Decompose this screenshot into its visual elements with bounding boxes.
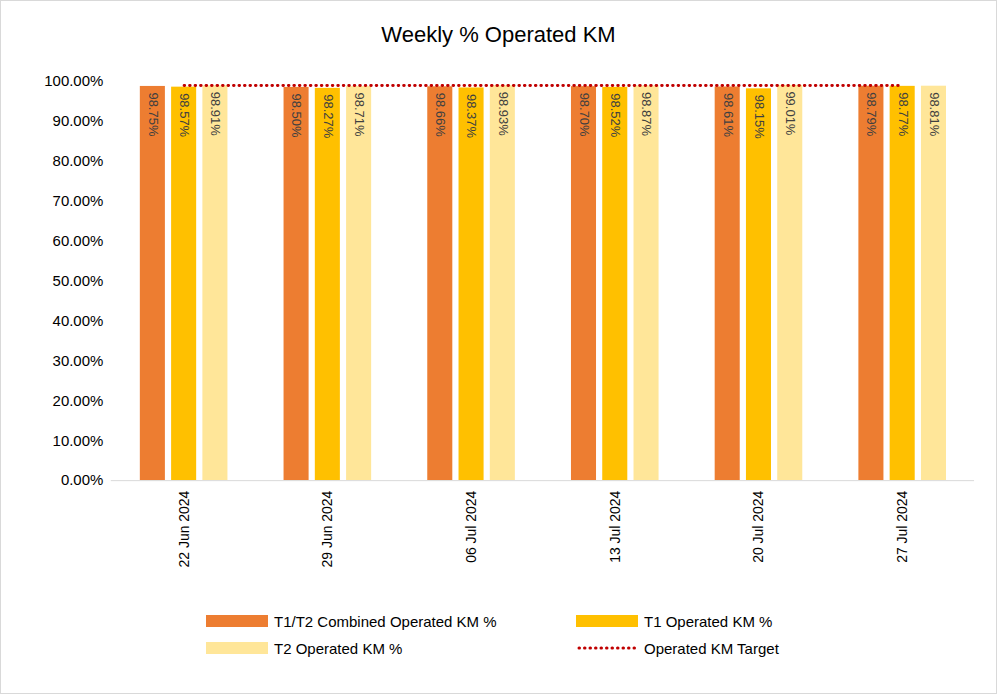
svg-text:98.15%: 98.15%: [752, 95, 767, 139]
svg-text:98.77%: 98.77%: [896, 92, 911, 136]
svg-text:99.01%: 99.01%: [783, 91, 798, 135]
svg-text:98.93%: 98.93%: [496, 92, 511, 136]
html-text:Operated KM Target: Operated KM Target: [644, 639, 779, 657]
svg-text:70.00%: 70.00%: [53, 192, 104, 209]
html-text:T2 Operated KM %: T2 Operated KM %: [274, 639, 403, 657]
svg-text:30.00%: 30.00%: [53, 352, 104, 369]
svg-text:06 Jul 2024: 06 Jul 2024: [463, 490, 479, 562]
svg-text:22 Jun 2024: 22 Jun 2024: [176, 490, 192, 567]
svg-text:98.81%: 98.81%: [927, 92, 942, 136]
svg-text:20 Jul 2024: 20 Jul 2024: [750, 490, 766, 562]
svg-text:98.50%: 98.50%: [289, 93, 304, 137]
svg-text:98.27%: 98.27%: [321, 94, 336, 138]
svg-text:40.00%: 40.00%: [53, 312, 104, 329]
svg-text:27 Jul 2024: 27 Jul 2024: [894, 490, 910, 562]
svg-text:98.52%: 98.52%: [608, 93, 623, 137]
svg-text:13 Jul 2024: 13 Jul 2024: [607, 490, 623, 562]
svg-text:98.66%: 98.66%: [433, 93, 448, 137]
svg-text:98.79%: 98.79%: [864, 92, 879, 136]
svg-text:98.57%: 98.57%: [177, 93, 192, 137]
svg-text:98.61%: 98.61%: [721, 93, 736, 137]
svg-text:98.75%: 98.75%: [146, 92, 161, 136]
html-text:T1 Operated KM %: T1 Operated KM %: [644, 612, 773, 630]
html-text:T1/T2 Combined Operated KM %: T1/T2 Combined Operated KM %: [274, 612, 497, 630]
svg-text:20.00%: 20.00%: [53, 392, 104, 409]
svg-text:60.00%: 60.00%: [53, 232, 104, 249]
svg-text:98.87%: 98.87%: [639, 92, 654, 136]
svg-text:98.70%: 98.70%: [577, 93, 592, 137]
svg-text:50.00%: 50.00%: [53, 272, 104, 289]
html-text:Weekly % Operated KM: Weekly % Operated KM: [381, 22, 616, 47]
svg-text:29 Jun 2024: 29 Jun 2024: [319, 490, 335, 567]
svg-text:90.00%: 90.00%: [53, 112, 104, 129]
svg-text:100.00%: 100.00%: [44, 72, 103, 89]
svg-text:10.00%: 10.00%: [53, 432, 104, 449]
svg-text:98.37%: 98.37%: [464, 94, 479, 138]
svg-text:98.91%: 98.91%: [208, 92, 223, 136]
svg-text:80.00%: 80.00%: [53, 152, 104, 169]
svg-text:0.00%: 0.00%: [61, 471, 103, 488]
svg-text:98.71%: 98.71%: [352, 93, 367, 137]
